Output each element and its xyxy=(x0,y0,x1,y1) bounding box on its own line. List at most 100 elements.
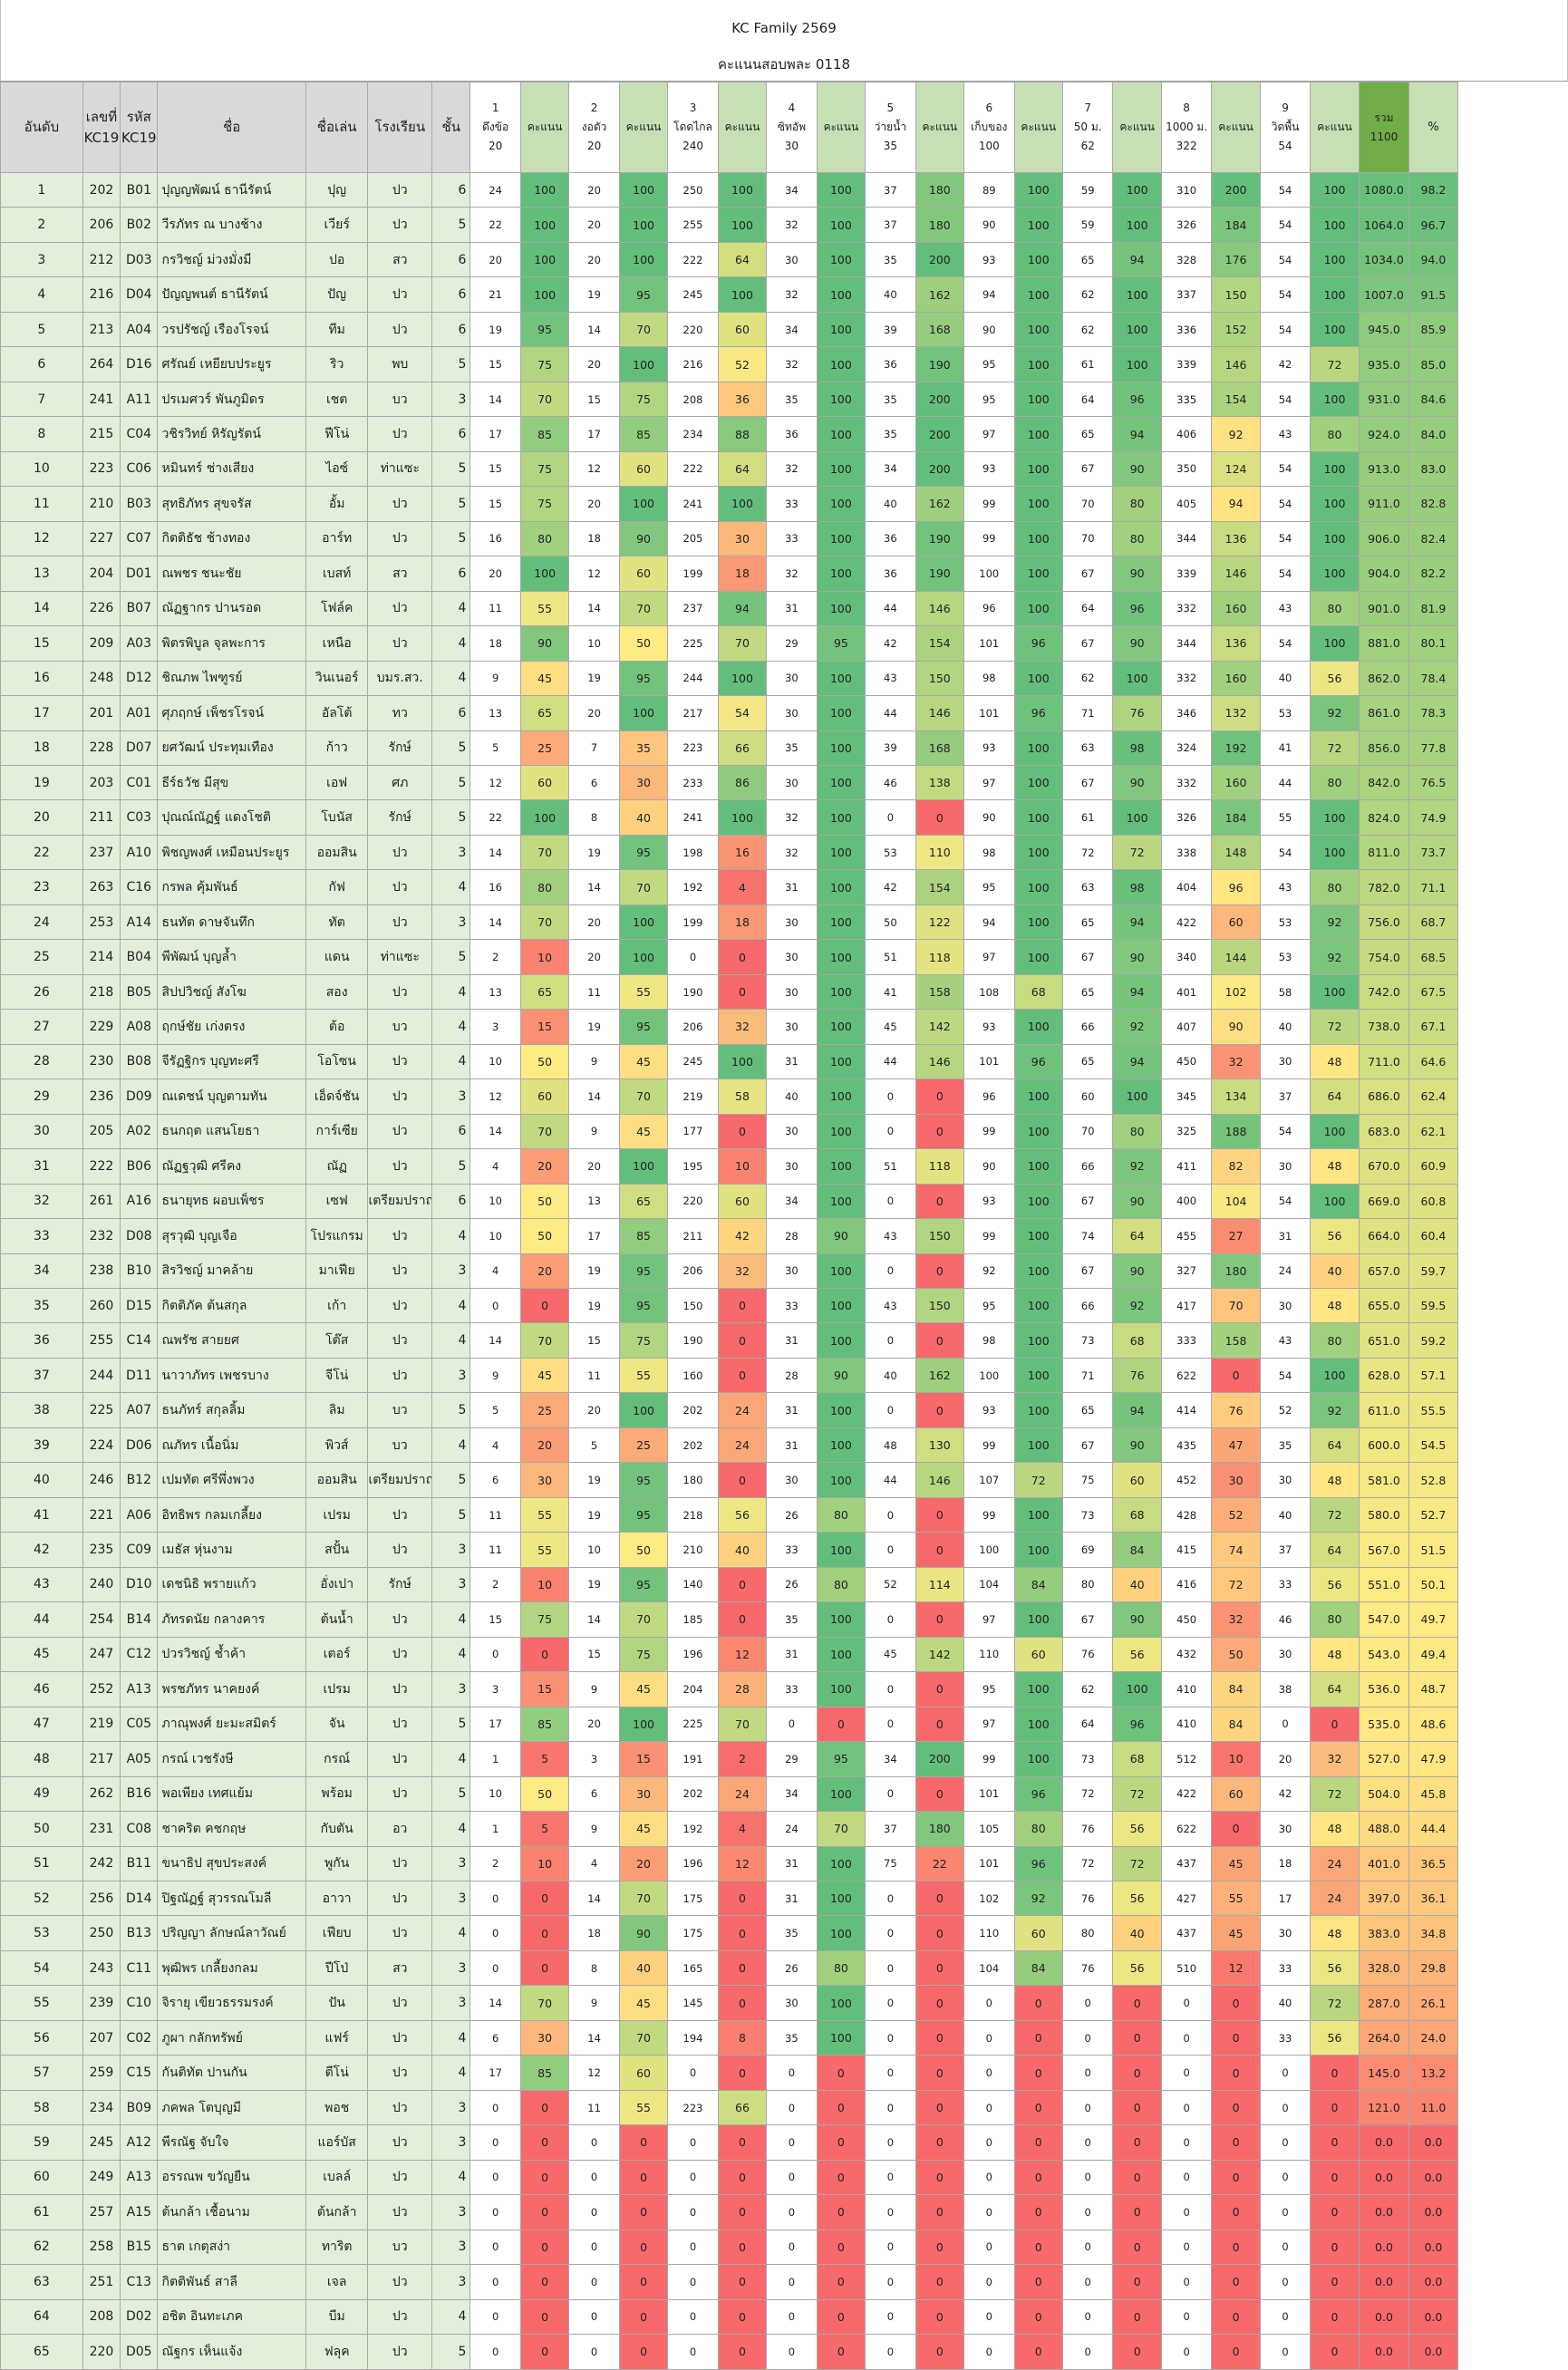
raw-result-cell: 30 xyxy=(766,1253,818,1290)
name-cell: ณัฐกร เห็นแจ้ง xyxy=(157,2334,306,2370)
score-cell: 70 xyxy=(519,1322,570,1359)
number-cell: 224 xyxy=(82,1427,121,1464)
raw-result-cell: 19 xyxy=(568,1462,620,1498)
total-cell: 0.0 xyxy=(1358,2229,1410,2266)
score-cell: 64 xyxy=(1310,1532,1360,1568)
raw-result-cell: 190 xyxy=(667,973,719,1011)
raw-result-cell: 5 xyxy=(469,730,521,766)
raw-result-cell: 37 xyxy=(1259,1079,1312,1115)
nickname-cell: ฟลุค xyxy=(305,2334,369,2370)
score-cell: 0 xyxy=(816,2334,866,2370)
number-cell: 210 xyxy=(82,486,121,522)
score-cell: 52 xyxy=(717,346,768,382)
score-cell: 100 xyxy=(816,416,866,452)
score-cell: 0 xyxy=(1211,2298,1261,2336)
name-cell: เดชนิธิ พรายแก้ว xyxy=(157,1566,306,1603)
nickname-cell: ออมสิน xyxy=(305,1462,369,1498)
score-cell: 154 xyxy=(915,869,965,905)
raw-result-cell: 196 xyxy=(667,1636,719,1673)
code-cell: B08 xyxy=(120,1043,159,1080)
code-cell: B02 xyxy=(120,207,159,243)
grade-cell: 5 xyxy=(431,1462,471,1498)
total-cell: 527.0 xyxy=(1358,1741,1410,1777)
number-cell: 259 xyxy=(82,2055,121,2091)
total-cell: 782.0 xyxy=(1358,869,1410,905)
school-cell: ปว xyxy=(367,1706,433,1743)
name-cell: อรรณพ ขวัญยืน xyxy=(157,2159,306,2196)
score-cell: 100 xyxy=(618,1148,669,1185)
school-cell: ปว xyxy=(367,207,433,243)
score-cell: 12 xyxy=(1211,1949,1261,1987)
grade-cell: 6 xyxy=(431,695,471,731)
raw-result-cell: 216 xyxy=(667,346,719,382)
raw-result-cell: 54 xyxy=(1259,520,1312,557)
score-cell: 80 xyxy=(1112,520,1162,557)
name-cell: ภาณุพงศ์ ยะมะสมิตร์ xyxy=(157,1706,306,1743)
number-cell: 254 xyxy=(82,1601,121,1638)
score-cell: 100 xyxy=(1013,1532,1063,1568)
raw-result-cell: 0 xyxy=(667,2264,719,2300)
rank-cell: 50 xyxy=(0,1811,83,1847)
score-cell: 0 xyxy=(717,1357,768,1394)
score-cell: 100 xyxy=(1310,1113,1360,1150)
raw-result-cell: 18 xyxy=(469,625,521,662)
score-cell: 45 xyxy=(519,660,570,697)
raw-result-cell: 15 xyxy=(469,1601,521,1638)
raw-result-cell: 339 xyxy=(1160,346,1213,382)
total-cell: 811.0 xyxy=(1358,834,1410,871)
score-cell: 100 xyxy=(1013,590,1063,627)
raw-result-cell: 0 xyxy=(1259,2264,1312,2300)
code-cell: C11 xyxy=(120,1949,159,1987)
rank-cell: 2 xyxy=(0,207,83,243)
rank-cell: 18 xyxy=(0,730,83,766)
raw-result-cell: 0 xyxy=(469,2334,521,2370)
score-cell: 100 xyxy=(1310,381,1360,418)
raw-result-cell: 0 xyxy=(865,1322,916,1359)
raw-result-cell: 44 xyxy=(865,695,916,731)
school-cell: ปว xyxy=(367,973,433,1011)
header-score-4: คะแนน xyxy=(816,82,866,173)
score-cell: 48 xyxy=(1310,1462,1360,1498)
code-cell: D11 xyxy=(120,1357,159,1394)
percent-cell: 77.8 xyxy=(1408,730,1458,766)
raw-result-cell: 42 xyxy=(865,625,916,662)
score-cell: 110 xyxy=(915,834,965,871)
raw-result-cell: 107 xyxy=(963,1462,1015,1498)
total-cell: 911.0 xyxy=(1358,486,1410,522)
score-cell: 0 xyxy=(1112,2019,1162,2056)
total-cell: 551.0 xyxy=(1358,1566,1410,1603)
score-cell: 100 xyxy=(519,799,570,836)
school-cell: บว xyxy=(367,381,433,418)
table-row: 58 234 B09 ภคพล โตบุญมี พอช ปว 3 0 0 11 55 223 66 0 0 0… xyxy=(0,2089,1568,2126)
raw-result-cell: 217 xyxy=(667,695,719,731)
raw-result-cell: 99 xyxy=(963,1496,1015,1533)
score-cell: 4 xyxy=(717,869,768,905)
raw-result-cell: 93 xyxy=(963,450,1015,488)
raw-result-cell: 65 xyxy=(1061,241,1114,278)
score-cell: 100 xyxy=(1310,241,1360,278)
raw-result-cell: 0 xyxy=(865,1880,916,1917)
score-cell: 56 xyxy=(1112,1880,1162,1917)
score-cell: 158 xyxy=(915,973,965,1011)
raw-result-cell: 104 xyxy=(963,1949,1015,1987)
raw-result-cell: 225 xyxy=(667,1706,719,1743)
percent-cell: 82.4 xyxy=(1408,520,1458,557)
name-cell: ศรัณย์ เหยียบประยูร xyxy=(157,346,306,382)
score-cell: 85 xyxy=(519,2055,570,2091)
school-cell: ปว xyxy=(367,1775,433,1813)
score-cell: 55 xyxy=(618,1357,669,1394)
score-cell: 100 xyxy=(816,1880,866,1917)
percent-cell: 91.5 xyxy=(1408,276,1458,313)
table-row: 40 246 B12 เปมทัต ศรีพึ่งพวง ออมสิน เตรียมปรา… xyxy=(0,1462,1568,1498)
raw-result-cell: 98 xyxy=(963,834,1015,871)
code-cell: A01 xyxy=(120,695,159,731)
score-cell: 0 xyxy=(1013,1985,1063,2021)
percent-cell: 82.2 xyxy=(1408,556,1458,592)
number-cell: 219 xyxy=(82,1706,121,1743)
raw-result-cell: 0 xyxy=(1160,2055,1213,2091)
score-cell: 100 xyxy=(1013,241,1063,278)
nickname-cell: ปีโป่ xyxy=(305,1949,369,1987)
score-cell: 0 xyxy=(1310,2124,1360,2161)
score-cell: 68 xyxy=(1112,1322,1162,1359)
score-cell: 45 xyxy=(1211,1845,1261,1881)
